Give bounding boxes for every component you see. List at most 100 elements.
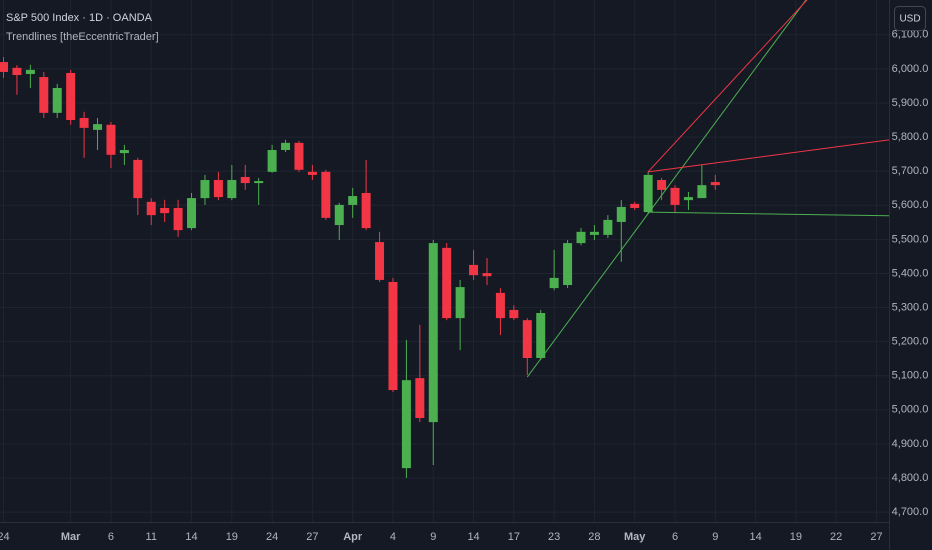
candle-body (657, 180, 667, 190)
x-tick-label: 27 (306, 531, 318, 543)
candle-body (495, 292, 505, 319)
y-tick-label: 5,100.0 (892, 370, 929, 382)
y-tick-label: 5,000.0 (892, 404, 929, 416)
y-tick-label: 5,900.0 (892, 97, 929, 109)
currency-button[interactable] (894, 6, 926, 31)
x-tick-label: 24 (266, 531, 278, 543)
x-tick-label: 17 (508, 531, 520, 543)
x-tick-label: 14 (185, 531, 197, 543)
candle-body (334, 204, 344, 226)
candle-body (146, 201, 156, 216)
y-tick-label: 6,100.0 (892, 29, 929, 41)
candle-body (25, 69, 35, 74)
x-tick-label: 19 (790, 531, 802, 543)
candle-body (281, 142, 291, 151)
candle-body (200, 180, 210, 199)
y-tick-label: 5,800.0 (892, 131, 929, 143)
chart-title: S&P 500 Index · 1D · OANDA (6, 12, 153, 24)
candle-body (415, 378, 425, 419)
currency-label[interactable]: USD (899, 14, 920, 25)
candle-body (549, 277, 559, 289)
candle-body (522, 320, 532, 359)
candle-body (294, 142, 304, 170)
candle-body (133, 159, 143, 199)
y-tick-label: 6,000.0 (892, 63, 929, 75)
trendline (526, 0, 807, 378)
x-tick-label: Mar (61, 531, 81, 543)
candle-body (66, 72, 76, 121)
candle-body (254, 181, 264, 184)
x-tick-label: 14 (467, 531, 479, 543)
candle-body (160, 207, 170, 214)
y-tick-label: 5,200.0 (892, 336, 929, 348)
candle-body (428, 243, 438, 423)
x-tick-label: Apr (343, 531, 363, 543)
grid (0, 0, 889, 522)
x-tick-label: 9 (430, 531, 436, 543)
y-tick-label: 5,500.0 (892, 233, 929, 245)
y-tick-label: 4,800.0 (892, 472, 929, 484)
candle-body (442, 247, 452, 319)
candle-body (589, 231, 599, 235)
y-tick-label: 5,400.0 (892, 267, 929, 279)
y-tick-label: 5,600.0 (892, 199, 929, 211)
candle-body (39, 77, 49, 113)
candle-body (536, 312, 546, 359)
x-tick-label: 19 (226, 531, 238, 543)
indicator-title[interactable]: Trendlines [theEccentricTrader] (6, 31, 159, 43)
x-tick-label: 24 (0, 531, 10, 543)
candle-body (227, 180, 237, 199)
candle-body (482, 273, 492, 277)
x-tick-label: 9 (712, 531, 718, 543)
y-tick-label: 5,300.0 (892, 301, 929, 313)
x-tick-label: 23 (548, 531, 560, 543)
trendline (648, 211, 889, 217)
candle-body (603, 219, 613, 235)
candle-body (401, 380, 411, 469)
candle-body (361, 192, 371, 229)
x-tick-label: 28 (588, 531, 600, 543)
x-tick-label: 6 (108, 531, 114, 543)
candle-body (213, 180, 223, 198)
candle-body (12, 67, 22, 76)
candle-body (509, 309, 519, 319)
candle-body (267, 150, 277, 172)
candle-body (79, 117, 89, 128)
y-tick-label: 4,700.0 (892, 506, 929, 518)
candle-body (670, 187, 680, 205)
candle-body (576, 231, 586, 244)
candle-body (52, 87, 62, 113)
x-tick-label: 6 (672, 531, 678, 543)
candle-body (616, 206, 626, 222)
y-tick-label: 5,700.0 (892, 165, 929, 177)
x-tick-label: 4 (390, 531, 396, 543)
candle-body (240, 176, 250, 184)
candle-body (643, 174, 653, 213)
candle-body (469, 264, 479, 276)
x-tick-label: May (624, 531, 646, 543)
candle-body (106, 124, 116, 155)
x-tick-label: 22 (830, 531, 842, 543)
candle-body (710, 182, 720, 186)
axes: 4,700.0 4,800.0 4,900.0 5,000.0 5,100.0 5,200… (0, 29, 928, 543)
x-tick-label: 27 (870, 531, 882, 543)
x-tick-label: 11 (146, 531, 157, 543)
candle-body (348, 196, 358, 205)
candle-body (119, 150, 129, 154)
candle-body (93, 124, 103, 130)
candle-body (455, 287, 465, 319)
candle-body (388, 281, 398, 391)
candle-body (173, 207, 183, 231)
candle-body (683, 197, 693, 201)
candle-body (375, 242, 385, 280)
candle-body (697, 185, 707, 199)
trendline (647, 0, 808, 173)
candle-body (0, 62, 9, 72)
x-tick-label: 14 (749, 531, 761, 543)
candle-body (321, 171, 331, 218)
candle-body (563, 243, 573, 286)
plot-area (0, 0, 889, 479)
